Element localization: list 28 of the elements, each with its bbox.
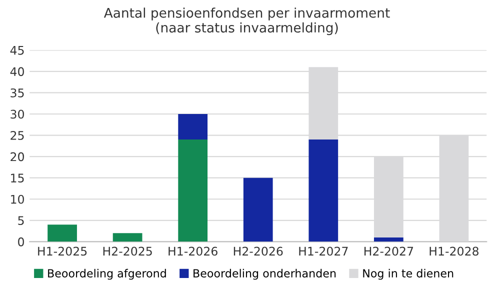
legend-label: Beoordeling afgerond — [48, 268, 166, 280]
y-tick-label: 45 — [10, 46, 24, 55]
y-tick-label: 15 — [11, 174, 24, 182]
x-tick-label: H1-2028 — [430, 246, 478, 256]
chart-title: Aantal pensioenfondsen per invaarmoment (naar status invaarmelding) — [104, 8, 390, 36]
y-tick-label: 10 — [11, 194, 24, 204]
y-tick-label: 35 — [10, 88, 24, 98]
x-tick-label: H1-2027 — [299, 246, 348, 256]
bar — [112, 233, 142, 242]
y-tick-label: 30 — [10, 110, 24, 119]
x-tick-label: H2-2025 — [103, 246, 152, 256]
bar — [178, 114, 208, 140]
legend-label: Nog in te dienen — [363, 268, 454, 280]
bar — [374, 237, 404, 242]
x-tick-label: H2-2026 — [234, 246, 283, 256]
y-tick-label: 40 — [10, 67, 24, 76]
y-tick-label: 20 — [10, 152, 24, 162]
y-tick-label: 5 — [18, 216, 24, 226]
x-tick-label: H2-2027 — [364, 246, 414, 256]
bar — [178, 140, 208, 242]
x-tick-label: H1-2025 — [38, 246, 87, 256]
bar — [243, 178, 273, 242]
y-tick-label: 0 — [18, 237, 24, 246]
y-tick-label: 25 — [10, 131, 24, 140]
legend-label: Beoordeling onderhanden — [194, 268, 336, 280]
bar — [308, 140, 338, 242]
bar — [48, 224, 77, 242]
x-tick-label: H1-2026 — [168, 246, 218, 256]
